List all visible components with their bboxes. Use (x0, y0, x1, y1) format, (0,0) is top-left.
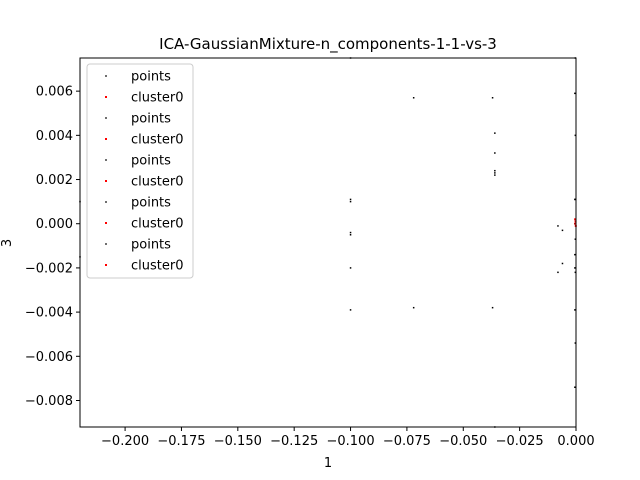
x-tick-label: 0.000 (557, 434, 594, 449)
x-tick-label: −0.150 (214, 434, 262, 449)
legend-label: points (131, 196, 171, 211)
data-point (349, 267, 352, 269)
x-tick-label: −0.100 (326, 434, 374, 449)
data-point (574, 271, 577, 274)
legend-marker (105, 243, 107, 245)
plot-points (79, 57, 577, 428)
data-point (349, 231, 352, 234)
x-axis-ticks: −0.200 −0.175 −0.150 −0.125 −0.100 −0.075 −0.0… (101, 427, 595, 449)
y-tick-label: 0.004 (36, 129, 73, 144)
data-point (349, 200, 352, 203)
y-axis-ticks: 0.006 0.004 0.002 0.000 −0.002 −0.004 −0.006 −0… (25, 85, 80, 409)
y-tick-label: −0.006 (25, 350, 73, 365)
legend-label: cluster0 (131, 91, 183, 106)
x-tick-label: −0.050 (439, 434, 487, 449)
data-point (574, 134, 577, 137)
y-tick-label: 0.000 (36, 217, 73, 232)
legend-label: cluster0 (131, 133, 183, 148)
legend-marker (105, 264, 107, 266)
legend-marker (105, 159, 107, 161)
data-point (494, 174, 496, 176)
legend-label: points (131, 112, 171, 127)
data-point (491, 306, 494, 309)
y-axis-label: 3 (0, 239, 15, 247)
legend-label: points (131, 238, 171, 253)
data-point (494, 152, 496, 154)
legend-marker (105, 222, 107, 224)
legend-box (86, 63, 194, 279)
data-point (561, 262, 564, 265)
x-tick-label: −0.175 (157, 434, 205, 449)
data-point (574, 386, 576, 388)
data-point (557, 225, 559, 227)
data-point (349, 198, 352, 201)
data-point (574, 218, 577, 221)
data-point (494, 172, 496, 174)
legend-marker (105, 138, 107, 140)
data-point (574, 342, 577, 344)
legend-label: cluster0 (131, 175, 183, 190)
x-axis-label: 1 (324, 456, 332, 471)
legend-label: points (131, 70, 171, 85)
data-point (574, 267, 576, 269)
legend-marker (105, 201, 107, 203)
legend: points cluster0 points cluster0 points cluste… (86, 63, 194, 279)
plot-frame (79, 57, 577, 428)
data-point (574, 92, 576, 95)
data-point (491, 97, 494, 99)
data-point (574, 198, 577, 201)
x-tick-label: −0.125 (270, 434, 318, 449)
legend-marker (105, 75, 107, 77)
y-tick-label: −0.004 (25, 306, 73, 321)
legend-marker (105, 180, 107, 182)
data-point (494, 132, 496, 134)
data-point (349, 309, 352, 311)
data-point (574, 309, 576, 311)
x-tick-label: −0.025 (496, 434, 544, 449)
data-point (557, 271, 559, 274)
chart-title: ICA-GaussianMixture-n_components-1-1-vs-… (159, 35, 497, 54)
data-point (494, 169, 496, 172)
data-point (349, 234, 352, 236)
legend-marker (105, 96, 107, 98)
y-tick-label: −0.002 (25, 261, 73, 276)
legend-marker (105, 117, 107, 119)
data-point (574, 253, 576, 256)
x-tick-label: −0.200 (101, 434, 149, 449)
y-tick-label: 0.006 (36, 85, 73, 100)
y-tick-label: −0.008 (25, 394, 73, 409)
legend-label: cluster0 (131, 217, 183, 232)
legend-label: points (131, 154, 171, 169)
x-tick-label: −0.075 (383, 434, 431, 449)
legend-label: cluster0 (131, 259, 183, 274)
data-point (574, 238, 577, 240)
data-point (561, 229, 564, 232)
y-tick-label: 0.002 (36, 173, 73, 188)
data-point (412, 306, 415, 309)
data-point (412, 97, 415, 99)
data-point (574, 222, 577, 225)
